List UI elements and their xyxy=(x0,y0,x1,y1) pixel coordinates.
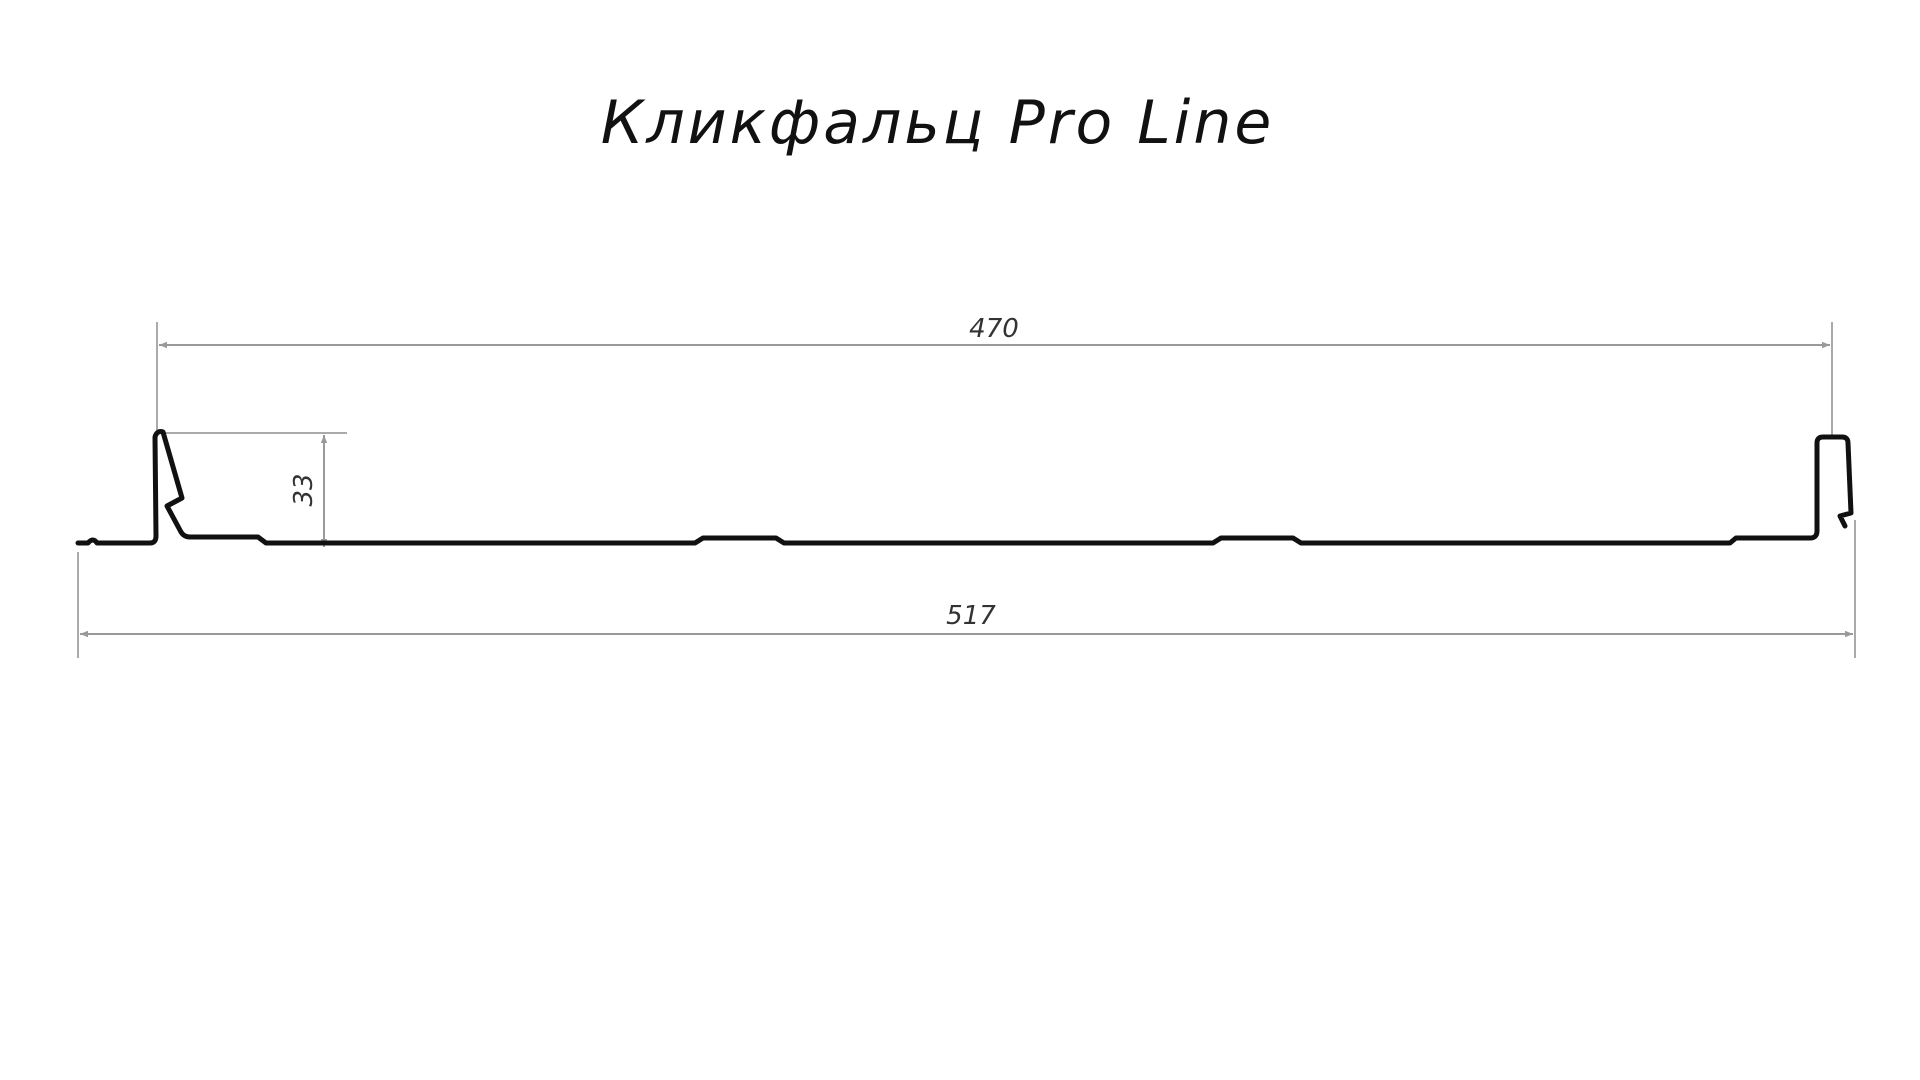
drawing-title: Кликфальц Pro Line xyxy=(600,88,1275,158)
dimension-33-label: 33 xyxy=(289,473,319,506)
panel-profile xyxy=(75,429,1854,546)
extension-lines xyxy=(77,322,1856,658)
dimension-470-label: 470 xyxy=(969,314,1019,344)
dimension-517-label: 517 xyxy=(946,601,996,631)
